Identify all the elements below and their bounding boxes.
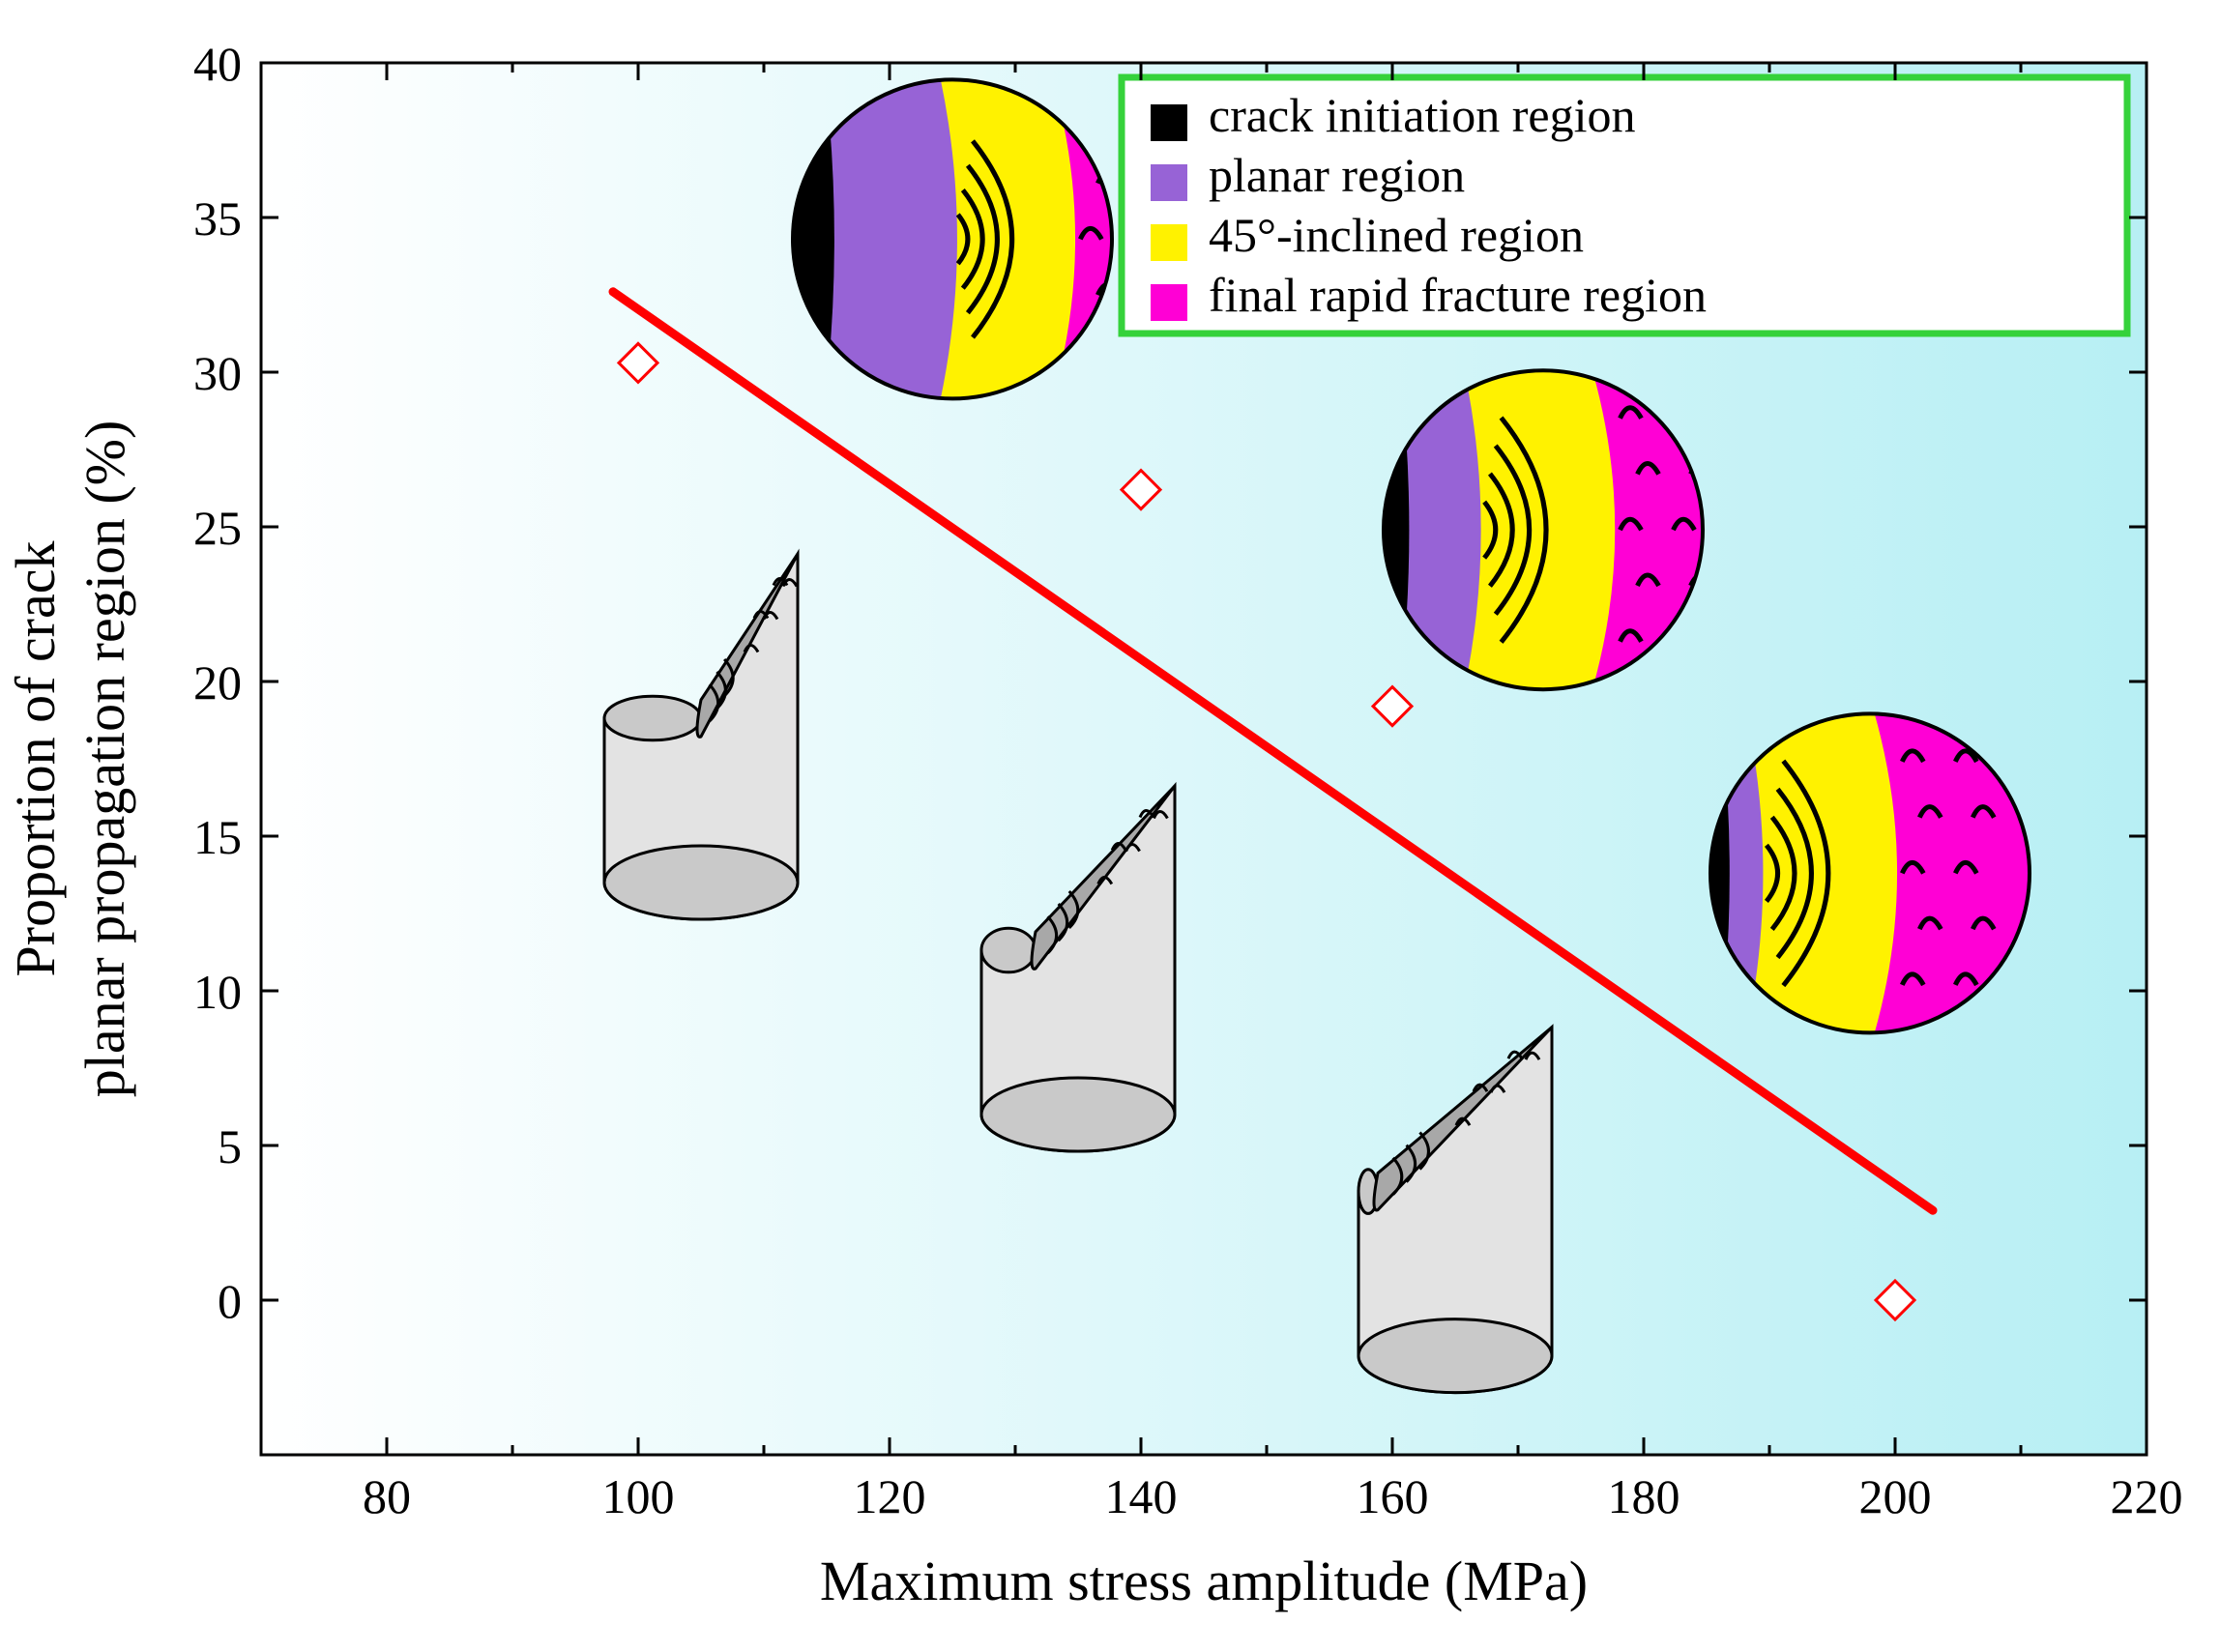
legend-swatch: [1151, 284, 1187, 321]
axis-y-tick-label: 25: [193, 501, 242, 555]
legend-swatch: [1151, 224, 1187, 261]
axis-y-tick-label: 15: [193, 810, 242, 864]
axis-x-tick-label: 140: [1105, 1469, 1178, 1523]
legend-swatch: [1151, 104, 1187, 141]
axis-x-tick-label: 100: [602, 1469, 675, 1523]
axis-x-tick-label: 200: [1859, 1469, 1932, 1523]
axis-y-tick-label: 20: [193, 655, 242, 710]
axis-x-tick-label: 120: [854, 1469, 926, 1523]
axis-y-tick-label: 30: [193, 346, 242, 400]
axis-x-tick-label: 80: [363, 1469, 411, 1523]
legend-item-label: 45°-inclined region: [1209, 208, 1584, 262]
axis-y-tick-label: 10: [193, 965, 242, 1019]
legend-item-label: final rapid fracture region: [1209, 268, 1707, 322]
axis-y-tick-label: 40: [193, 37, 242, 91]
axis-x-label: Maximum stress amplitude (MPa): [820, 1550, 1588, 1612]
axis-x-tick-label: 160: [1357, 1469, 1429, 1523]
svg-text:planar propagation region (%): planar propagation region (%): [73, 420, 136, 1098]
axis-x-tick-label: 220: [2111, 1469, 2183, 1523]
legend-swatch: [1151, 164, 1187, 201]
legend-item-label: crack initiation region: [1209, 88, 1636, 142]
svg-text:Proportion of crack: Proportion of crack: [4, 541, 67, 977]
axis-y-tick-label: 35: [193, 191, 242, 246]
legend-item-label: planar region: [1209, 148, 1465, 202]
legend: crack initiation region planar region 45°-…: [1122, 77, 2127, 333]
axis-x-tick-label: 180: [1608, 1469, 1680, 1523]
axis-y-tick-label: 5: [218, 1119, 242, 1174]
axis-y-tick-label: 0: [218, 1274, 242, 1328]
axis-y-label: Proportion of crackplanar propagation re…: [4, 420, 136, 1098]
